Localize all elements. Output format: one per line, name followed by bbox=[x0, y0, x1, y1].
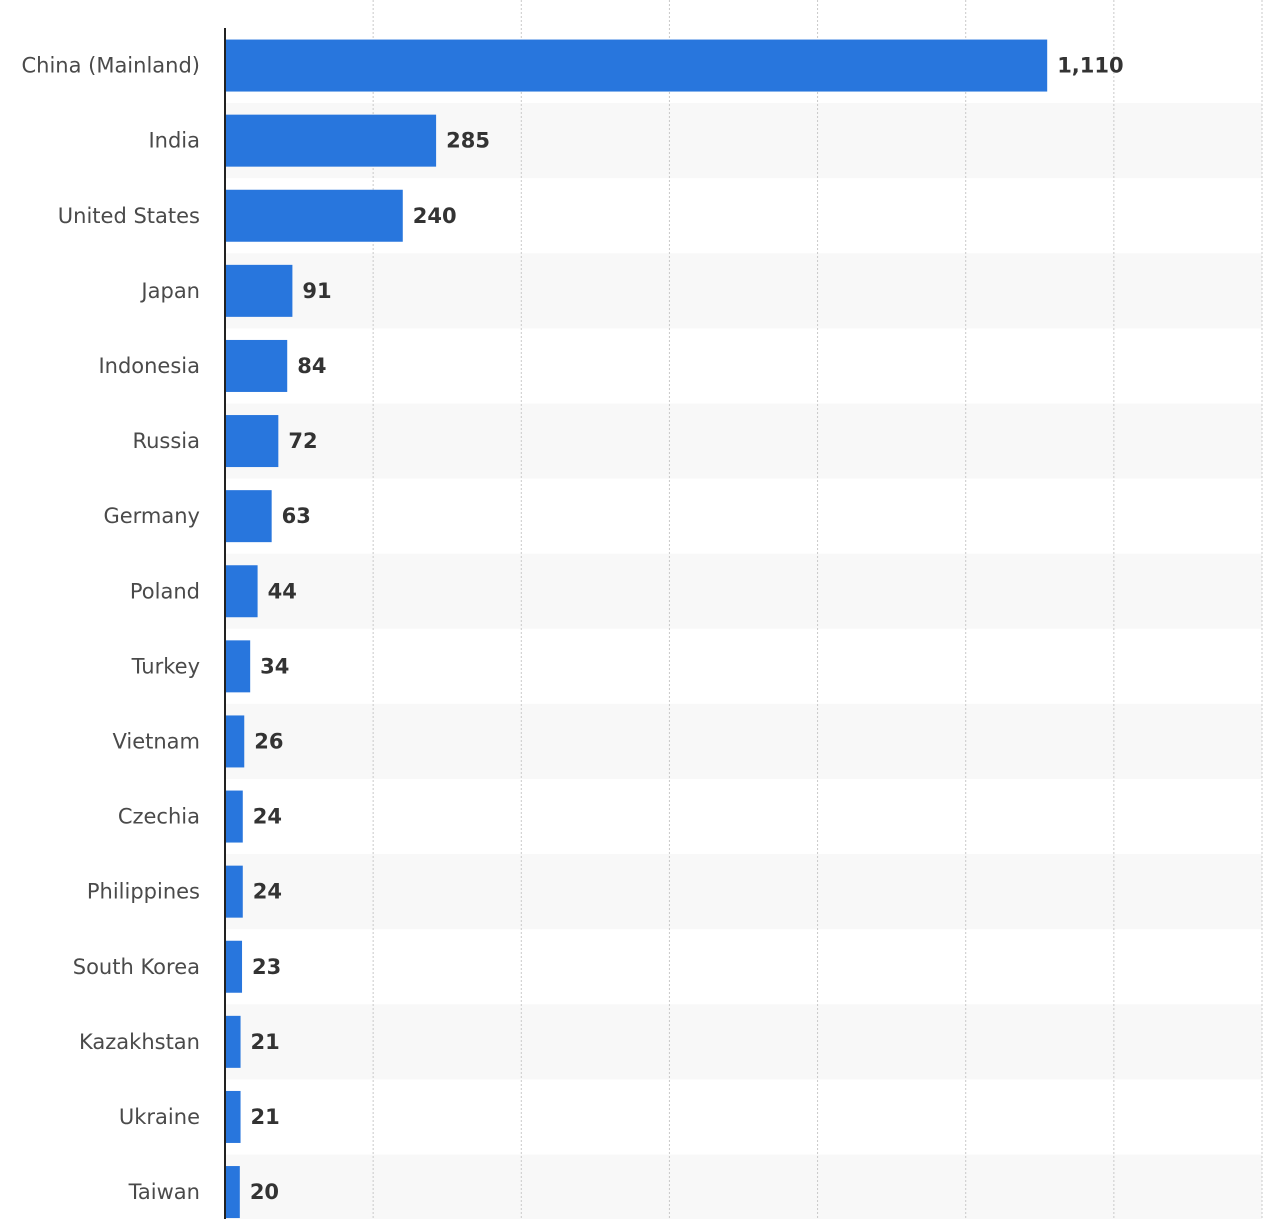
value-label: 34 bbox=[260, 654, 289, 678]
bar bbox=[225, 264, 293, 317]
row-stripe bbox=[225, 703, 1262, 779]
bar bbox=[225, 490, 272, 543]
category-label: Taiwan bbox=[128, 1180, 200, 1204]
bar bbox=[225, 790, 243, 843]
value-label: 240 bbox=[413, 204, 457, 228]
value-label: 21 bbox=[251, 1105, 280, 1129]
row-stripe bbox=[225, 1154, 1262, 1219]
row-stripes bbox=[225, 103, 1262, 1219]
bar bbox=[225, 39, 1048, 92]
row-stripe bbox=[225, 1004, 1262, 1080]
value-label: 26 bbox=[254, 729, 283, 753]
category-label: Turkey bbox=[131, 654, 200, 678]
bar bbox=[225, 1090, 241, 1143]
category-label: Japan bbox=[139, 279, 200, 303]
category-label: United States bbox=[58, 204, 200, 228]
bar bbox=[225, 865, 243, 918]
value-labels: 1,110 285 240 91 84 72 63 44 34 26 24 24 23 21 21 20 bbox=[250, 54, 1124, 1205]
bar bbox=[225, 1166, 240, 1219]
value-label: 63 bbox=[282, 504, 311, 528]
value-label: 20 bbox=[250, 1180, 279, 1204]
row-stripe bbox=[225, 854, 1262, 930]
value-label: 21 bbox=[251, 1030, 280, 1054]
category-label: Russia bbox=[132, 429, 200, 453]
category-label: China (Mainland) bbox=[21, 54, 200, 78]
category-label: Philippines bbox=[87, 880, 200, 904]
value-label: 1,110 bbox=[1057, 54, 1123, 78]
bar bbox=[225, 415, 279, 468]
value-label: 91 bbox=[302, 279, 331, 303]
bar bbox=[225, 715, 245, 768]
bar bbox=[225, 940, 243, 993]
category-label: Vietnam bbox=[112, 729, 200, 753]
category-label: South Korea bbox=[73, 955, 200, 979]
row-stripe bbox=[225, 553, 1262, 629]
category-label: Czechia bbox=[118, 805, 200, 829]
category-label: India bbox=[148, 129, 200, 153]
value-label: 24 bbox=[253, 880, 282, 904]
value-label: 72 bbox=[288, 429, 317, 453]
gridlines bbox=[372, 0, 1263, 1219]
bar bbox=[225, 1015, 241, 1068]
bar bbox=[225, 640, 251, 693]
value-label: 285 bbox=[446, 129, 490, 153]
value-label: 84 bbox=[297, 354, 326, 378]
category-label: Ukraine bbox=[119, 1105, 200, 1129]
category-label: Poland bbox=[130, 579, 200, 603]
row-stripe bbox=[225, 253, 1262, 329]
row-stripe bbox=[225, 403, 1262, 479]
bar bbox=[225, 339, 288, 392]
value-label: 24 bbox=[253, 805, 282, 829]
bars bbox=[225, 39, 1048, 1219]
bar bbox=[225, 189, 403, 242]
value-label: 44 bbox=[268, 579, 297, 603]
bar bbox=[225, 565, 258, 618]
category-labels: China (Mainland) India United States Japan I… bbox=[21, 54, 200, 1205]
bar bbox=[225, 114, 437, 167]
value-label: 23 bbox=[252, 955, 281, 979]
category-label: Germany bbox=[103, 504, 200, 528]
category-label: Kazakhstan bbox=[79, 1030, 200, 1054]
category-label: Indonesia bbox=[98, 354, 200, 378]
